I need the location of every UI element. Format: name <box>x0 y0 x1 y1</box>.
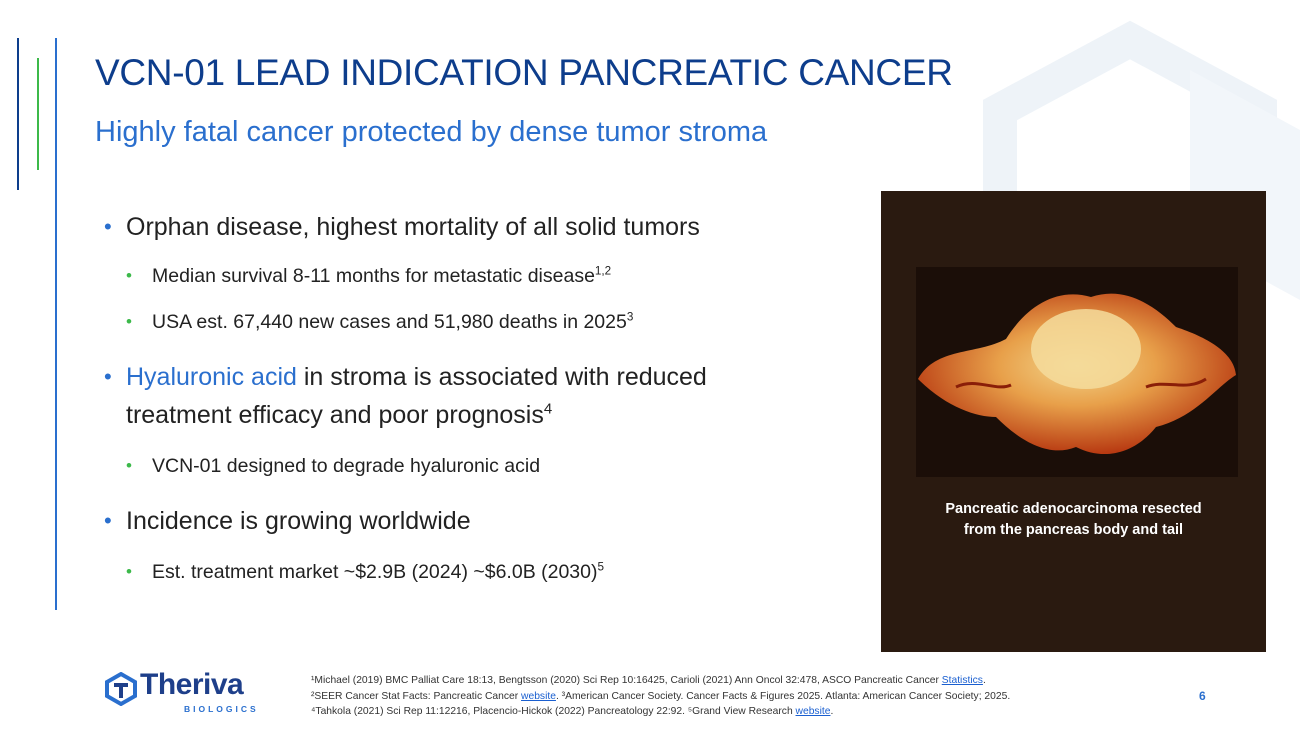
footnote-ref: 3 <box>626 310 634 324</box>
sub-bullet-vcn01: • VCN-01 designed to degrade hyaluronic … <box>126 452 864 480</box>
specimen-caption: Pancreatic adenocarcinoma resected from … <box>881 499 1266 541</box>
bullet-incidence: • Incidence is growing worldwide <box>104 502 864 540</box>
bullet-hyaluronic-acid: • Hyaluronic acid in stroma is associate… <box>104 358 864 434</box>
page-number: 6 <box>1199 689 1206 703</box>
bullet-text: in stroma is associated with reduced <box>296 363 707 391</box>
sub-bullet-dot-icon: • <box>126 312 132 331</box>
logo-wordmark: Theriva <box>140 668 244 701</box>
bullet-list: • Orphan disease, highest mortality of a… <box>104 208 864 586</box>
footnote-ref: 1,2 <box>594 264 612 278</box>
highlight-term: Hyaluronic acid <box>126 363 297 391</box>
footnote-ref: 4 <box>543 400 553 418</box>
sub-bullet-text: Median survival 8-11 months for metastat… <box>152 265 595 287</box>
sub-bullet-text: Est. treatment market ~$2.9B (2024) ~$6.… <box>152 561 598 583</box>
accent-lines <box>17 38 57 610</box>
logo-tagline: BIOLOGICS <box>184 704 259 714</box>
seer-website-link[interactable]: website <box>521 690 556 702</box>
footnote-ref: 5 <box>597 560 605 574</box>
reference-line-1: ¹Michael (2019) BMC Palliat Care 18:13, … <box>311 675 986 686</box>
bullet-orphan-disease: • Orphan disease, highest mortality of a… <box>104 208 864 246</box>
sub-bullet-market: • Est. treatment market ~$2.9B (2024) ~$… <box>126 558 864 586</box>
statistics-link[interactable]: Statistics <box>941 675 983 686</box>
bullet-dot-icon: • <box>104 508 112 533</box>
references: ¹Michael (2019) BMC Palliat Care 18:13, … <box>311 673 1010 720</box>
grand-view-website-link[interactable]: website <box>795 706 831 717</box>
reference-line-2: ²SEER Cancer Stat Facts: Pancreatic Canc… <box>311 690 1011 702</box>
sub-bullet-median-survival: • Median survival 8-11 months for metast… <box>126 262 864 290</box>
sub-bullet-text: USA est. 67,440 new cases and 51,980 dea… <box>152 311 627 333</box>
slide-title: VCN-01 LEAD INDICATION PANCREATIC CANCER <box>95 52 953 93</box>
caption-line1: Pancreatic adenocarcinoma resected <box>945 501 1202 517</box>
bullet-text-line2: treatment efficacy and poor prognosis <box>126 401 544 429</box>
sub-bullet-dot-icon: • <box>126 562 132 581</box>
sub-bullet-dot-icon: • <box>126 266 132 285</box>
bullet-dot-icon: • <box>104 214 112 239</box>
sub-bullet-dot-icon: • <box>126 456 132 475</box>
specimen-photo: Pancreatic adenocarcinoma resected from … <box>881 191 1266 652</box>
logo-mark-icon <box>105 672 137 706</box>
slide-subtitle: Highly fatal cancer protected by dense t… <box>95 116 768 148</box>
sub-bullet-usa-cases: • USA est. 67,440 new cases and 51,980 d… <box>126 308 864 336</box>
bullet-text: Incidence is growing worldwide <box>126 507 471 535</box>
sub-bullet-text: VCN-01 designed to degrade hyaluronic ac… <box>152 455 541 477</box>
specimen-image <box>916 267 1238 477</box>
reference-line-3: ⁴Tahkola (2021) Sci Rep 11:12216, Placen… <box>311 706 834 717</box>
caption-line2: from the pancreas body and tail <box>963 522 1184 538</box>
bullet-text: Orphan disease, highest mortality of all… <box>126 213 700 241</box>
bullet-dot-icon: • <box>104 364 112 389</box>
